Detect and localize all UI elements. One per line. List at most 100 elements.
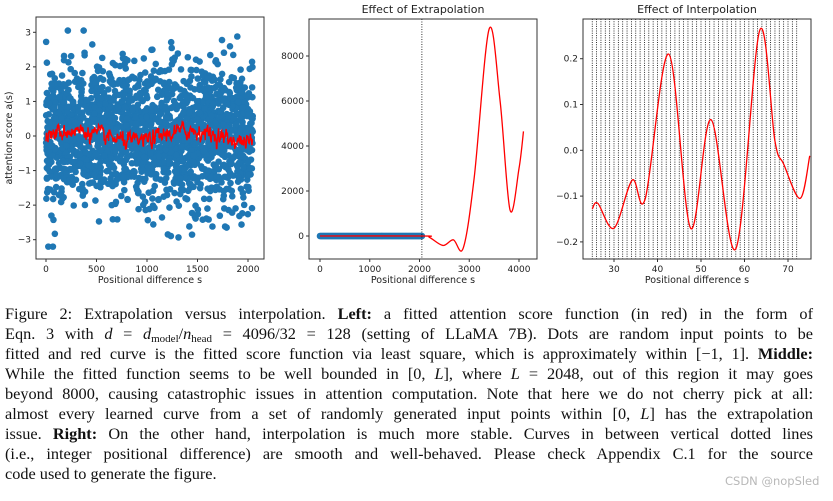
panel-3: 30 40 50 60 70 −0.2 −0.1 0.0 0.1 0.2 Positional di… bbox=[556, 3, 812, 286]
scatter-point bbox=[48, 70, 56, 78]
scatter-point bbox=[220, 86, 228, 94]
x-tick-label: 30 bbox=[608, 265, 620, 275]
scatter-point bbox=[220, 97, 228, 104]
scatter-point bbox=[232, 205, 239, 212]
scatter-point bbox=[71, 165, 78, 172]
scatter-point bbox=[160, 165, 168, 172]
scatter-point bbox=[85, 161, 92, 169]
scatter-point bbox=[245, 148, 253, 155]
caption-text: While the fitted function seems to be we… bbox=[5, 364, 435, 383]
scatter-point bbox=[108, 155, 115, 163]
scatter-point bbox=[198, 121, 206, 128]
scatter-point bbox=[152, 175, 160, 182]
x-tick-label: 0 bbox=[317, 265, 323, 275]
scatter-point bbox=[147, 164, 154, 171]
x-tick-label: 1500 bbox=[186, 265, 209, 275]
y-tick-label: 0 bbox=[25, 132, 31, 142]
scatter-point bbox=[103, 167, 111, 175]
scatter-point bbox=[226, 42, 234, 50]
caption-text: On the other hand, interpolation is much… bbox=[97, 424, 814, 443]
scatter-point bbox=[50, 103, 58, 111]
scatter-point bbox=[245, 90, 253, 97]
scatter-point bbox=[43, 59, 51, 67]
scatter-point bbox=[155, 195, 162, 203]
caption-text: = 4096/32 = 128 (setting of LLaMA 7B). D… bbox=[212, 324, 814, 343]
scatter-point bbox=[228, 193, 236, 200]
scatter-point bbox=[242, 128, 249, 135]
scatter-point bbox=[177, 66, 185, 73]
scatter-point bbox=[83, 105, 91, 113]
scatter-point bbox=[182, 194, 189, 202]
scatter-point bbox=[94, 142, 101, 150]
scatter-point bbox=[79, 69, 86, 77]
panel-2: 0 1000 2000 3000 4000 0 2000 4000 6000 8000 Positi… bbox=[281, 3, 538, 286]
scatter-point bbox=[92, 197, 99, 204]
scatter-point bbox=[50, 216, 57, 224]
axes-frame bbox=[582, 18, 812, 260]
scatter-point bbox=[229, 94, 237, 102]
scatter-point bbox=[214, 81, 221, 89]
scatter-point bbox=[75, 108, 83, 116]
caption-bold-label: Middle: bbox=[757, 344, 813, 363]
y-tick-label: 1 bbox=[25, 97, 31, 107]
scatter-point bbox=[120, 173, 127, 181]
x-tick-label: 0 bbox=[43, 265, 49, 275]
scatter-point bbox=[170, 180, 178, 187]
scatter-point bbox=[48, 152, 56, 159]
scatter-point bbox=[187, 168, 195, 176]
caption-text: L bbox=[510, 364, 520, 383]
scatter-point bbox=[166, 157, 173, 165]
scatter-point bbox=[81, 201, 89, 209]
scatter-point bbox=[219, 195, 227, 203]
scatter-point bbox=[229, 172, 237, 179]
scatter-point bbox=[80, 114, 87, 121]
scatter-point bbox=[198, 68, 206, 75]
scatter-point bbox=[195, 109, 203, 117]
caption-text: / bbox=[178, 324, 184, 343]
scatter-point bbox=[43, 174, 51, 182]
scatter-point bbox=[173, 151, 180, 159]
scatter-point bbox=[204, 84, 212, 92]
scatter-point bbox=[49, 195, 57, 203]
caption-text: head bbox=[191, 333, 213, 345]
scatter-point bbox=[212, 119, 219, 127]
scatter-point bbox=[121, 186, 128, 194]
y-tick-label: −2 bbox=[18, 201, 31, 211]
y-tick-label: 0.2 bbox=[564, 55, 578, 65]
caption-text: ] has the extrapolation bbox=[649, 404, 814, 423]
scatter-point bbox=[79, 185, 87, 193]
x-tick-label: 4000 bbox=[508, 265, 531, 275]
scatter-point bbox=[88, 87, 95, 95]
scatter-point bbox=[96, 174, 104, 182]
scatter-point bbox=[209, 223, 216, 230]
scatter-point bbox=[167, 38, 175, 46]
scatter-point bbox=[124, 56, 131, 64]
scatter-point bbox=[106, 117, 113, 125]
scatter-point bbox=[239, 189, 247, 197]
scatter-point bbox=[114, 216, 121, 223]
caption-line: While the fitted function seems to be we… bbox=[5, 364, 813, 384]
scatter-point bbox=[89, 179, 97, 186]
plot-area bbox=[591, 19, 811, 259]
scatter-point bbox=[245, 187, 252, 194]
fitted-curve bbox=[45, 120, 254, 150]
scatter-point bbox=[125, 98, 133, 105]
scatter-point bbox=[113, 176, 121, 184]
scatter-point bbox=[248, 204, 256, 212]
scatter-point bbox=[233, 110, 240, 118]
scatter-point bbox=[246, 143, 253, 150]
scatter-point bbox=[163, 186, 170, 194]
scatter-point bbox=[52, 183, 60, 191]
scatter-point bbox=[204, 205, 211, 212]
scatter-point bbox=[149, 195, 156, 202]
scatter-point bbox=[135, 188, 142, 196]
scatter-point bbox=[51, 165, 59, 173]
scatter-point bbox=[206, 51, 214, 59]
scatter-point bbox=[77, 143, 84, 151]
axes-frame bbox=[308, 18, 538, 260]
fitted-curve bbox=[591, 27, 811, 251]
scatter-point bbox=[249, 128, 257, 136]
x-tick-label: 1000 bbox=[358, 265, 381, 275]
scatter-point bbox=[204, 75, 211, 82]
